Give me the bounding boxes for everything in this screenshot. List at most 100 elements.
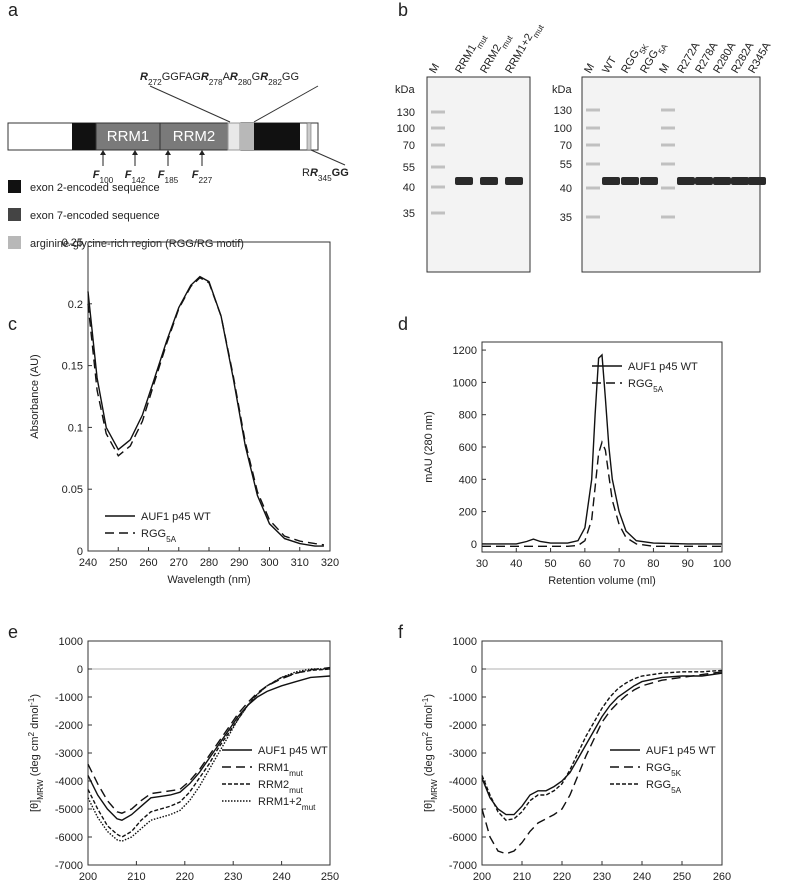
y-tick-label: -1000 (449, 692, 477, 704)
y-tick-label: -5000 (449, 804, 477, 816)
panel-label: c (8, 314, 17, 334)
arrow-heads (100, 150, 205, 155)
legend-label: AUF1 p45 WT (646, 745, 716, 757)
legend-swatch (8, 180, 21, 193)
protein-band (695, 177, 713, 185)
lane-label: M (427, 62, 442, 76)
panel-label: b (398, 0, 408, 20)
exon7-block (254, 123, 300, 150)
text-part: F (192, 169, 199, 181)
marker-label: 70 (403, 140, 415, 152)
legend-name: AUF1 p45 WT (646, 745, 716, 757)
legend-name: RRM2 (258, 779, 289, 791)
legend-label: RGG5A (646, 779, 682, 795)
data-line (481, 672, 723, 816)
text-part: 142 (131, 176, 145, 185)
text-part: 282 (268, 78, 282, 87)
y-tick-label: -3000 (55, 748, 83, 760)
text-part: 2 (27, 732, 36, 737)
ladder-band (661, 108, 675, 112)
legend-text: arginine-glycine-rich region (RGG/RG mot… (30, 238, 244, 250)
text-part: -1 (421, 697, 430, 705)
text-part: dmol (423, 705, 435, 732)
y-tick-label: 0.1 (68, 422, 83, 434)
legend-name: RRM1+2 (258, 796, 302, 808)
ladder-band (661, 143, 675, 147)
x-tick-label: 60 (579, 558, 591, 570)
kda-label: kDa (395, 84, 415, 96)
y-axis-label: [θ]MRW (deg cm2 dmol-1) (27, 694, 45, 812)
x-tick-label: 200 (79, 871, 97, 881)
text-part: 280 (238, 78, 252, 87)
legend-label: AUF1 p45 WT (141, 511, 211, 523)
x-tick-label: 230 (593, 871, 611, 881)
text-part: R (230, 71, 238, 83)
ladder-band (431, 185, 445, 189)
x-tick-label: 50 (544, 558, 556, 570)
residue-label: F227 (192, 169, 213, 185)
y-tick-label: 400 (459, 474, 477, 486)
y-tick-label: -4000 (55, 776, 83, 788)
legend-sub: mut (289, 786, 303, 795)
text-part: R (140, 71, 148, 83)
legend-sub: mut (302, 803, 316, 812)
exon2-block (72, 123, 96, 150)
legend-swatch (8, 208, 21, 221)
protein-band (713, 177, 731, 185)
y-tick-label: 0.15 (62, 361, 83, 373)
ladder-band (586, 215, 600, 219)
protein-band (748, 177, 766, 185)
data-line (87, 675, 331, 821)
text-part: ) (423, 694, 435, 698)
text-part: R (310, 167, 318, 179)
rgg-region (240, 123, 254, 150)
data-line (482, 440, 722, 547)
legend-name: RGG (628, 378, 653, 390)
marker-label: 70 (560, 140, 572, 152)
ladder-band (586, 108, 600, 112)
residue-arrows (102, 152, 203, 166)
protein-band (621, 177, 639, 185)
marker-label: 40 (403, 182, 415, 194)
y-tick-label: 0 (471, 664, 477, 676)
legend-text: exon 2-encoded sequence (30, 182, 160, 194)
ladder-band (586, 126, 600, 130)
text-part: mut (474, 33, 489, 50)
text-part: 227 (198, 176, 212, 185)
x-tick-label: 290 (230, 557, 248, 569)
kda-label: kDa (552, 84, 572, 96)
rgg-label: R272GGFAGR278AR280GR282GG (140, 71, 299, 87)
y-tick-label: -7000 (55, 860, 83, 872)
x-tick-label: 250 (673, 871, 691, 881)
marker-label: 130 (554, 105, 572, 117)
data-line (481, 669, 723, 821)
text-part: ) (29, 694, 41, 698)
y-tick-label: -6000 (55, 832, 83, 844)
protein-band (731, 177, 749, 185)
text-part: R (302, 167, 310, 179)
c-term-label: RR345GG (302, 167, 349, 183)
x-tick-label: 260 (713, 871, 731, 881)
text-part: MRW (430, 779, 439, 800)
plot-frame (481, 341, 723, 553)
y-tick-label: -5000 (55, 804, 83, 816)
residue-label: F142 (125, 169, 146, 185)
ladder-band (661, 215, 675, 219)
marker-label: 40 (560, 183, 572, 195)
residue-label: F100 (93, 169, 114, 185)
data-line (482, 353, 722, 545)
marker-label: 100 (397, 123, 415, 135)
x-tick-label: 80 (647, 558, 659, 570)
legend-name: RGG (141, 528, 166, 540)
legend-label: AUF1 p45 WT (258, 745, 328, 757)
legend-text: exon 7-encoded sequence (30, 210, 160, 222)
y-tick-label: 0.25 (62, 237, 83, 249)
legend-sub: 5A (166, 535, 177, 544)
ladder-band (661, 186, 675, 190)
marker-label: 55 (560, 159, 572, 171)
x-tick-label: 230 (224, 871, 242, 881)
text-part: M (657, 62, 672, 76)
text-part: 100 (99, 176, 113, 185)
connector (253, 85, 319, 123)
